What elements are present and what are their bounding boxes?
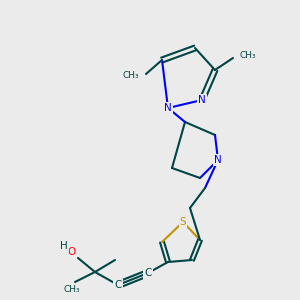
Text: S: S: [180, 217, 186, 227]
Text: N: N: [198, 95, 206, 105]
Text: H: H: [60, 241, 68, 251]
Text: C: C: [144, 271, 152, 281]
Text: CH₃: CH₃: [64, 286, 80, 295]
Text: CH₃: CH₃: [122, 70, 139, 80]
Text: N: N: [164, 103, 172, 113]
Text: N: N: [214, 155, 222, 165]
Text: C: C: [114, 280, 122, 290]
Text: C: C: [144, 268, 152, 278]
Text: CH₃: CH₃: [240, 52, 256, 61]
Text: O: O: [67, 247, 75, 257]
